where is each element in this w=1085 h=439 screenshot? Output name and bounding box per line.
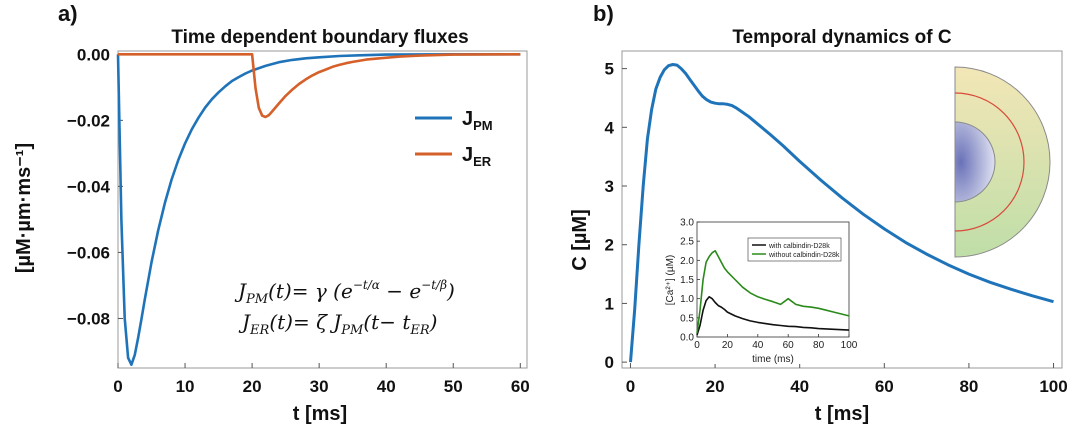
inset-ytick-label: 2.5 bbox=[680, 237, 694, 248]
inset-xtick-label: 0 bbox=[694, 340, 700, 351]
chart-b-ytick-label: 4 bbox=[605, 118, 615, 137]
inset-xtick-label: 100 bbox=[841, 340, 858, 351]
chart-a-ytick-label: 0.00 bbox=[77, 45, 110, 64]
chart-a-xlabel: t [ms] bbox=[293, 403, 347, 425]
chart-b: 0 20 40 60 80 100 0 1 2 3 4 5 bbox=[605, 50, 1068, 396]
chart-b-ytick-label: 5 bbox=[605, 60, 614, 79]
chart-b-ytick-label: 0 bbox=[605, 353, 614, 372]
inset-ytick-label: 2.0 bbox=[680, 256, 694, 267]
chart-a-xtick-label: 40 bbox=[377, 377, 396, 396]
inset-ytick-label: 3.0 bbox=[680, 218, 694, 229]
equation-jpm: JPM(t)= γ (e−t/α − e−t/β) bbox=[234, 278, 455, 307]
panel-b-label: b) bbox=[593, 1, 614, 26]
chart-a-xtick-label: 10 bbox=[176, 377, 195, 396]
chart-b-frame bbox=[621, 50, 1063, 369]
chart-a-ytick-label: −0.06 bbox=[67, 243, 110, 262]
chart-a: 0 10 20 30 40 50 60 0.00 −0.02 −0.04 −0.06 −0.08 bbox=[67, 45, 530, 396]
inset-series-with-calbindin-line bbox=[696, 296, 850, 336]
inset-series-without-calbindin-line bbox=[696, 250, 850, 334]
inset-xtick-label: 40 bbox=[752, 340, 764, 351]
chart-b-xtick-label: 40 bbox=[790, 377, 809, 396]
chart-b-ytick-label: 2 bbox=[605, 236, 614, 255]
chart-a-title: Time dependent boundary fluxes bbox=[171, 27, 468, 48]
inset-xtick-label: 60 bbox=[783, 340, 795, 351]
inset-xtick-label: 80 bbox=[813, 340, 825, 351]
chart-a-xtick-label: 60 bbox=[511, 377, 530, 396]
schematic-shell bbox=[954, 66, 1051, 258]
inset-ytick-label: 1.5 bbox=[680, 275, 694, 286]
chart-b-series-c-line bbox=[629, 63, 1054, 363]
chart-a-xtick-label: 0 bbox=[113, 377, 122, 396]
inset-xtick-label: 20 bbox=[722, 340, 734, 351]
inset-ytick-label: 0.5 bbox=[680, 313, 694, 324]
chart-a-xtick-label: 50 bbox=[444, 377, 463, 396]
inset-ylabel: [Ca²⁺] (µM) bbox=[665, 255, 676, 305]
chart-b-ylabel: C [µM] bbox=[569, 209, 591, 271]
inset-legend-label-without: without calbindin-D28k bbox=[768, 252, 840, 259]
chart-b-ytick-label: 1 bbox=[605, 294, 614, 313]
legend-label-jpm: JPM bbox=[462, 108, 493, 133]
equation-jer: JER(t)= ζ JPM(t− tER) bbox=[238, 310, 437, 338]
chart-a-ytick-label: −0.04 bbox=[67, 177, 111, 196]
inset-chart: time (ms) [Ca²⁺] (µM) 0 20 40 60 80 100 0.0 0.5… bbox=[665, 218, 858, 366]
legend-label-jer: JER bbox=[462, 144, 492, 169]
chart-a-ytick-label: −0.08 bbox=[67, 309, 110, 328]
chart-b-ytick-label: 3 bbox=[605, 177, 614, 196]
schematic-core bbox=[954, 121, 996, 203]
chart-a-xtick-label: 20 bbox=[243, 377, 262, 396]
inset-xlabel: time (ms) bbox=[752, 354, 794, 365]
inset-legend-label-with: with calbindin-D28k bbox=[768, 243, 830, 250]
chart-b-xtick-label: 80 bbox=[959, 377, 978, 396]
chart-b-xtick-label: 100 bbox=[1039, 377, 1067, 396]
inset-legend-box bbox=[747, 237, 842, 262]
chart-a-ytick-label: −0.02 bbox=[67, 111, 110, 130]
chart-a-series-jpm-line bbox=[116, 53, 521, 366]
chart-b-xlabel: t [ms] bbox=[815, 403, 869, 425]
schematic-er-boundary bbox=[954, 92, 1025, 232]
chart-b-xtick-label: 0 bbox=[626, 377, 635, 396]
chart-a-xtick-label: 30 bbox=[310, 377, 329, 396]
chart-a-legend: JPM JER bbox=[415, 108, 493, 169]
chart-b-xtick-label: 60 bbox=[875, 377, 894, 396]
chart-a-series-jer-line bbox=[118, 53, 521, 119]
chart-a-ylabel: [µM·µm·ms⁻¹] bbox=[13, 143, 35, 273]
chart-a-frame bbox=[117, 50, 528, 369]
inset-ytick-label: 0.0 bbox=[680, 333, 694, 344]
chart-b-title: Temporal dynamics of C bbox=[732, 27, 952, 48]
chart-b-xtick-label: 20 bbox=[706, 377, 725, 396]
panel-a-label: a) bbox=[58, 1, 78, 26]
geometry-schematic-illustration bbox=[954, 66, 1051, 258]
inset-ytick-label: 1.0 bbox=[680, 294, 694, 305]
